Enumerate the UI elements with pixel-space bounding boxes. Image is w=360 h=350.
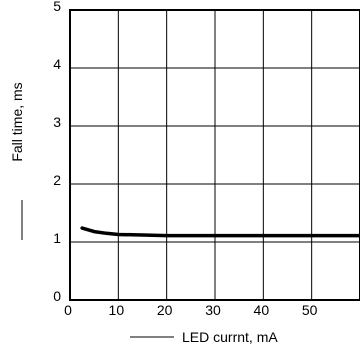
x-tick-label-20: 20 — [157, 302, 173, 318]
y-tick-label-2: 2 — [53, 172, 61, 188]
x-tick-label-10: 10 — [109, 302, 125, 318]
x-tick-labels: 0 10 20 30 40 50 — [64, 302, 318, 318]
x-axis-label: LED currnt, mA — [182, 329, 278, 345]
y-tick-label-1: 1 — [53, 230, 61, 246]
y-tick-label-0: 0 — [53, 288, 61, 304]
x-tick-label-40: 40 — [254, 302, 270, 318]
x-tick-label-30: 30 — [205, 302, 221, 318]
y-tick-label-3: 3 — [53, 114, 61, 130]
x-tick-label-0: 0 — [64, 302, 72, 318]
y-axis-label: Fall time, ms — [9, 82, 25, 161]
grid-lines — [70, 10, 360, 300]
y-tick-label-5: 5 — [53, 0, 61, 14]
series-line — [80, 226, 360, 238]
x-tick-label-50: 50 — [302, 302, 318, 318]
y-tick-label-4: 4 — [53, 56, 61, 72]
y-tick-labels: 0 1 2 3 4 5 — [53, 0, 61, 304]
